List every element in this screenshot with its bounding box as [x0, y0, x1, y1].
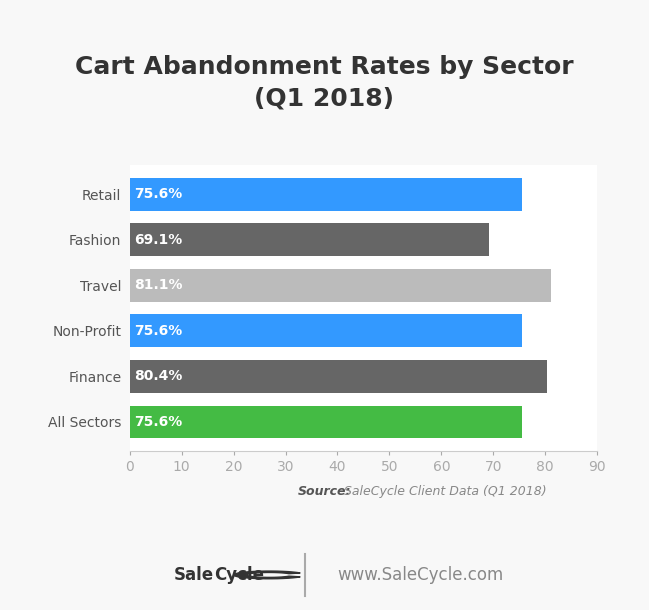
Text: Cart Abandonment Rates by Sector
(Q1 2018): Cart Abandonment Rates by Sector (Q1 201…	[75, 54, 574, 110]
Text: SaleCycle Client Data (Q1 2018): SaleCycle Client Data (Q1 2018)	[340, 484, 546, 498]
Text: Cycle: Cycle	[214, 566, 264, 584]
Text: 75.6%: 75.6%	[134, 187, 182, 201]
Bar	[130, 223, 489, 256]
Bar	[130, 314, 522, 347]
Text: 75.6%: 75.6%	[134, 415, 182, 429]
Text: Source:: Source:	[298, 484, 351, 498]
Bar	[130, 269, 551, 302]
Text: 75.6%: 75.6%	[134, 324, 182, 338]
Text: www.SaleCycle.com: www.SaleCycle.com	[337, 566, 504, 584]
Text: 80.4%: 80.4%	[134, 370, 182, 384]
Wedge shape	[234, 571, 300, 579]
Text: Sale: Sale	[174, 566, 214, 584]
Bar	[130, 406, 522, 439]
Text: 69.1%: 69.1%	[134, 232, 182, 246]
Bar	[130, 178, 522, 210]
Bar	[130, 360, 547, 393]
Text: 81.1%: 81.1%	[134, 278, 182, 292]
